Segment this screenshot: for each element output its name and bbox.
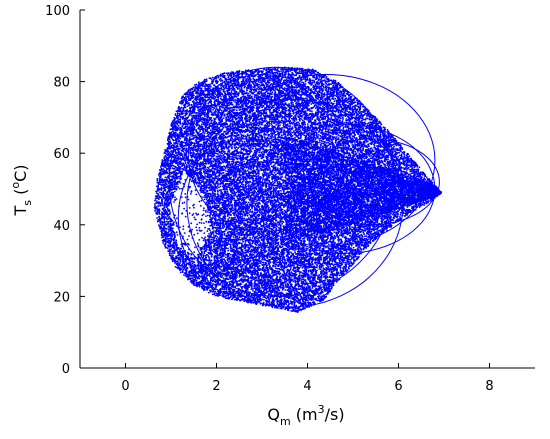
data-point <box>282 221 285 223</box>
data-point <box>330 257 333 260</box>
data-point <box>276 68 279 70</box>
data-point <box>345 119 347 122</box>
data-point <box>186 238 189 241</box>
data-point <box>329 118 332 121</box>
data-point <box>327 128 329 131</box>
data-point <box>275 115 277 118</box>
data-point <box>201 236 203 239</box>
data-point <box>252 140 255 143</box>
data-point <box>209 129 212 132</box>
data-point <box>242 240 245 243</box>
data-point <box>401 151 404 154</box>
data-point <box>274 265 277 268</box>
data-point <box>196 223 199 226</box>
data-point <box>196 229 198 232</box>
data-point <box>205 215 207 218</box>
data-point <box>215 237 218 240</box>
data-point <box>217 202 220 204</box>
data-point <box>282 184 285 187</box>
data-point <box>383 126 386 129</box>
data-point <box>193 261 196 263</box>
data-point <box>211 249 214 252</box>
data-point <box>240 112 243 115</box>
data-point <box>204 236 207 239</box>
data-point <box>202 170 205 173</box>
data-point <box>338 234 341 237</box>
data-point <box>161 231 164 234</box>
data-point <box>204 226 207 229</box>
data-point <box>342 126 345 128</box>
data-point <box>173 190 176 193</box>
data-point <box>190 180 193 183</box>
data-point <box>219 77 222 80</box>
data-point <box>206 166 209 169</box>
data-point <box>392 219 395 222</box>
data-point <box>155 200 158 202</box>
data-point <box>176 234 179 236</box>
data-point <box>318 137 320 140</box>
data-point <box>364 235 366 238</box>
data-point <box>372 136 375 139</box>
data-point <box>156 217 159 219</box>
data-point <box>182 228 185 231</box>
data-point <box>220 294 222 297</box>
data-point <box>408 161 411 164</box>
data-point <box>329 257 331 260</box>
data-point <box>277 267 279 270</box>
data-point <box>220 96 222 98</box>
data-point <box>175 198 178 200</box>
data-point <box>251 237 254 239</box>
data-point <box>320 284 322 286</box>
data-point <box>317 133 320 136</box>
data-point <box>156 177 159 180</box>
data-point <box>226 259 229 262</box>
data-point <box>181 202 184 205</box>
data-point <box>281 222 284 225</box>
data-point <box>165 220 168 223</box>
data-point <box>201 214 204 217</box>
data-point <box>205 78 208 81</box>
data-point <box>200 199 203 202</box>
data-point <box>184 193 187 195</box>
data-point <box>198 200 201 203</box>
data-point <box>184 196 187 199</box>
data-point <box>183 112 185 115</box>
data-point <box>221 185 224 188</box>
data-point <box>423 204 426 206</box>
data-point <box>330 287 333 290</box>
data-point <box>398 154 401 157</box>
data-point <box>259 208 261 210</box>
data-point <box>193 216 196 219</box>
data-point <box>199 130 201 133</box>
data-point <box>277 119 280 122</box>
data-point <box>190 222 193 225</box>
data-point <box>203 282 206 284</box>
data-point <box>202 130 205 133</box>
data-point <box>339 268 342 270</box>
data-point <box>207 102 210 105</box>
data-point <box>352 246 355 249</box>
